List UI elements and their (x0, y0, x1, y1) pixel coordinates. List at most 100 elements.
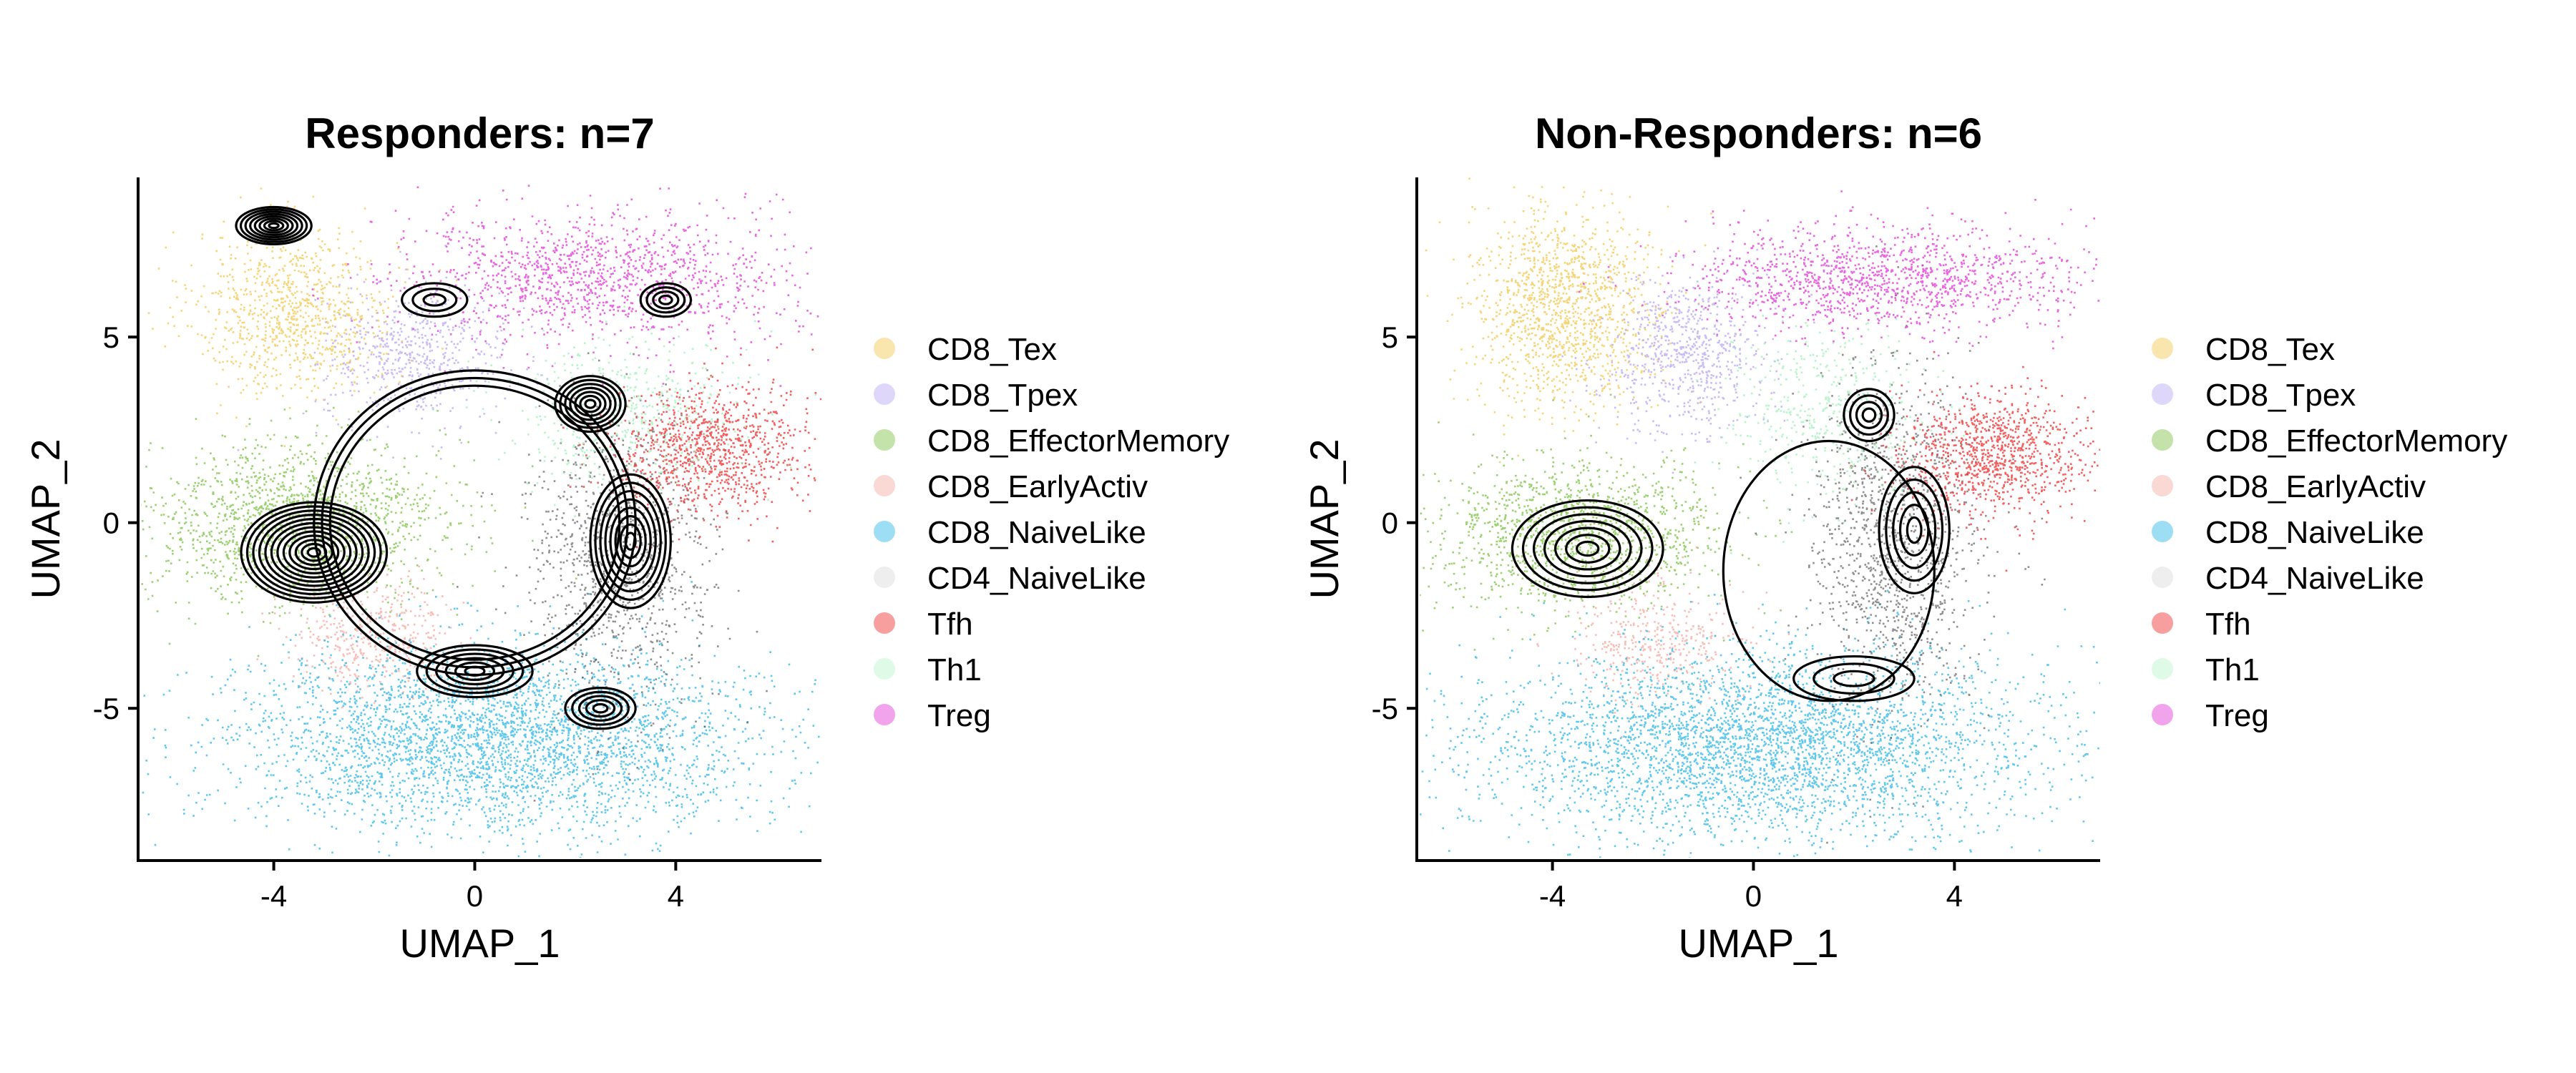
cluster-points (1425, 177, 1712, 464)
density-contour (577, 695, 623, 722)
scatter-points (141, 185, 821, 858)
density-contour (645, 286, 686, 314)
legend-label: CD8_EarlyActiv (927, 469, 1148, 504)
density-contour (401, 282, 469, 318)
legend-swatch (874, 704, 895, 725)
density-contour (554, 375, 627, 433)
x-axis-title: UMAP_1 (1678, 921, 1838, 966)
y-axis-title: UMAP_2 (1302, 438, 1347, 599)
cluster-Treg (1578, 190, 2100, 357)
density-contour (1532, 513, 1643, 584)
density-contour (258, 217, 289, 234)
y-tick-label: 5 (103, 320, 119, 354)
legend-label: CD8_Tex (2205, 332, 2335, 367)
legend-label: Treg (927, 698, 991, 733)
density-contour (1892, 491, 1937, 569)
density-contour (579, 394, 602, 413)
legend-swatch (874, 521, 895, 542)
cluster-CD8_NaiveLike (1420, 559, 2100, 858)
density-contour (1906, 516, 1923, 544)
density-contour (416, 644, 534, 699)
legend-label: CD8_Tpex (2205, 378, 2356, 413)
density-contour-envelope (1722, 439, 1936, 702)
cluster-points (1740, 245, 2046, 844)
cluster-points (1536, 546, 1790, 738)
legend-swatch (2152, 612, 2173, 634)
x-tick-label: 0 (467, 879, 483, 913)
density-contour (268, 222, 280, 230)
legend: CD8_Tex CD8_Tpex CD8_EffectorMemory CD8_Ear… (2152, 332, 2507, 733)
density-contour (1813, 662, 1896, 695)
density-contour (306, 547, 321, 558)
cluster-points (1420, 559, 2100, 858)
density-contour (564, 383, 617, 426)
panel-title: Responders: n=7 (305, 109, 654, 157)
legend-swatch (2152, 704, 2173, 725)
scatter-points (1420, 177, 2100, 858)
cluster-Tfh (562, 346, 821, 549)
cluster-CD8_NaiveLike (142, 581, 820, 858)
legend-swatch (874, 658, 895, 680)
legend-swatch (874, 338, 895, 359)
x-axis-title: UMAP_1 (399, 921, 560, 966)
y-tick-label: -5 (93, 692, 119, 725)
density-contour (411, 288, 458, 313)
cluster-points (1578, 190, 2100, 357)
density-contour (639, 282, 693, 318)
density-contour (1843, 388, 1896, 443)
legend-label: CD8_EffectorMemory (927, 423, 1229, 459)
legend-label: Th1 (927, 652, 982, 687)
density-contour (239, 208, 308, 243)
legend-swatch (2152, 429, 2173, 451)
legend-label: Th1 (2205, 652, 2260, 687)
density-contour (585, 699, 616, 718)
density-contour (571, 690, 630, 726)
legend-swatch (2152, 567, 2173, 588)
cluster-CD8_Tpex (237, 245, 549, 460)
density-contour (422, 293, 447, 307)
legend: CD8_Tex CD8_Tpex CD8_EffectorMemory CD8_Ear… (874, 332, 1229, 733)
x-tick-label: 0 (1745, 879, 1762, 913)
cluster-CD8_EffectorMemory (1420, 393, 1793, 651)
x-tick-label: 4 (668, 879, 684, 913)
density-contour-envelope (321, 376, 629, 669)
density-contours (1511, 388, 1951, 702)
density-contour (240, 501, 389, 604)
density-contour (604, 498, 657, 584)
panel-title: Non-Responders: n=6 (1535, 109, 1982, 157)
cluster-points (237, 245, 549, 460)
density-contour (1861, 407, 1877, 423)
density-contour (1521, 506, 1654, 592)
legend-swatch (874, 429, 895, 451)
cluster-points (311, 185, 819, 387)
legend-label: CD8_EarlyActiv (2205, 469, 2426, 504)
legend-label: CD8_NaiveLike (927, 515, 1146, 550)
legend-swatch (874, 612, 895, 634)
legend-label: CD4_NaiveLike (2205, 561, 2424, 596)
cluster-points (142, 581, 820, 858)
legend-swatch (2152, 383, 2173, 405)
density-contours (235, 205, 693, 730)
cluster-CD8_EarlyActiv (1536, 546, 1790, 738)
density-contour (253, 215, 294, 237)
cluster-Treg (311, 185, 819, 387)
legend-label: CD8_Tex (927, 332, 1057, 367)
density-contour (1855, 401, 1883, 429)
cluster-points (256, 565, 472, 709)
density-contour (1833, 670, 1875, 687)
umap-panel-1: -4 0 4 -5 0 5 Responders: n=7 UMAP_1 UMAP_2 CD8_T… (23, 109, 1229, 966)
density-contour (1849, 394, 1889, 436)
legend-swatch (874, 475, 895, 496)
density-contour (589, 473, 672, 609)
legend-swatch (2152, 475, 2173, 496)
density-contour-envelope (313, 369, 637, 677)
legend-label: CD8_EffectorMemory (2205, 423, 2507, 459)
legend-label: Tfh (2205, 607, 2251, 642)
y-axis-title: UMAP_2 (23, 438, 68, 599)
legend-label: Treg (2205, 698, 2269, 733)
density-contour (1565, 534, 1611, 564)
cluster-CD8_Tex (147, 187, 458, 447)
cluster-CD4_NaiveLike (1740, 245, 2046, 844)
y-tick-label: 0 (103, 506, 119, 540)
